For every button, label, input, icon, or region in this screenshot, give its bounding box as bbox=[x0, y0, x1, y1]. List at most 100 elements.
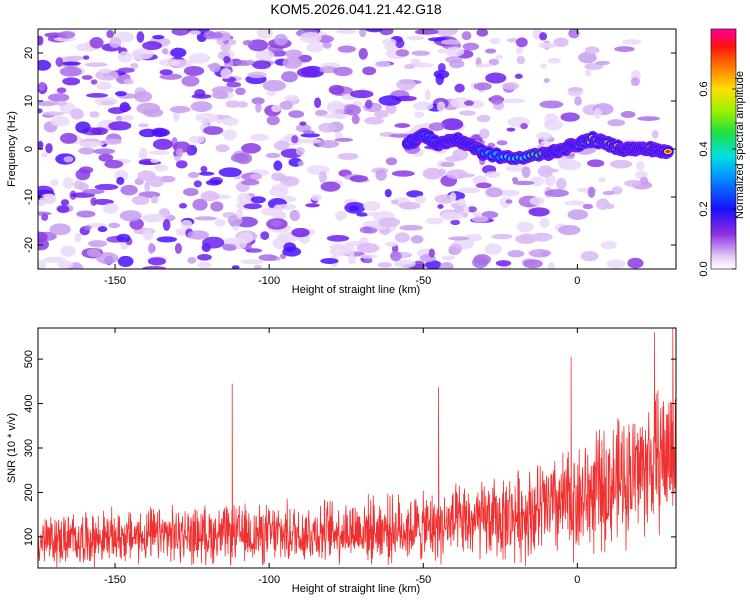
noise-blob bbox=[520, 123, 528, 130]
noise-blob bbox=[384, 43, 397, 51]
noise-blob bbox=[622, 39, 642, 45]
noise-blob bbox=[516, 55, 526, 65]
noise-blob bbox=[182, 187, 199, 197]
noise-blob bbox=[102, 203, 119, 214]
colorbar: 0.0 0.2 0.4 0.6 Normalized spectral amplitu… bbox=[698, 28, 746, 277]
noise-blob bbox=[574, 96, 582, 106]
noise-blob bbox=[464, 100, 474, 106]
noise-blob bbox=[489, 37, 501, 45]
noise-blob bbox=[281, 71, 298, 83]
noise-blob bbox=[547, 262, 555, 269]
noise-blob bbox=[434, 29, 458, 36]
noise-blob bbox=[399, 224, 423, 231]
noise-blob bbox=[436, 101, 446, 112]
noise-blob bbox=[593, 107, 602, 120]
noise-blob bbox=[414, 111, 425, 118]
noise-blob bbox=[178, 202, 188, 209]
noise-blob bbox=[82, 188, 105, 195]
noise-blob bbox=[422, 167, 443, 180]
noise-blob bbox=[144, 181, 151, 193]
noise-blob bbox=[226, 81, 242, 88]
noise-blob bbox=[544, 189, 569, 198]
noise-blob bbox=[159, 73, 183, 80]
noise-blob bbox=[620, 111, 636, 118]
noise-blob bbox=[391, 170, 415, 177]
noise-blob bbox=[154, 164, 169, 172]
noise-blob bbox=[116, 176, 125, 185]
noise-blob bbox=[302, 130, 315, 135]
noise-blob bbox=[307, 228, 316, 236]
noise-blob bbox=[411, 50, 431, 56]
noise-blob bbox=[152, 128, 170, 137]
noise-blob bbox=[279, 100, 293, 111]
noise-blob bbox=[568, 29, 580, 39]
noise-blob bbox=[273, 204, 283, 212]
noise-blob bbox=[59, 66, 82, 77]
noise-blob bbox=[476, 29, 489, 37]
noise-blob bbox=[514, 234, 537, 244]
noise-blob bbox=[476, 114, 491, 123]
noise-blob bbox=[202, 236, 225, 249]
noise-blob bbox=[109, 37, 122, 48]
noise-blob bbox=[446, 169, 468, 180]
noise-blob bbox=[467, 206, 477, 213]
noise-blob bbox=[81, 75, 93, 80]
snr-panel: -150 -100 -50 0 100 200 300 400 500 Height of s… bbox=[6, 327, 677, 595]
noise-blob bbox=[539, 100, 564, 109]
noise-blob bbox=[78, 147, 95, 155]
noise-blob bbox=[156, 236, 178, 243]
noise-blob bbox=[350, 89, 374, 99]
noise-blob bbox=[362, 66, 377, 76]
noise-blob bbox=[235, 87, 246, 96]
noise-blob bbox=[511, 177, 519, 183]
noise-blob bbox=[375, 61, 391, 68]
noise-blob bbox=[136, 31, 145, 43]
noise-blob bbox=[142, 265, 166, 269]
noise-blob bbox=[189, 135, 205, 144]
noise-blob bbox=[390, 199, 399, 205]
noise-blob bbox=[406, 35, 425, 41]
noise-blob bbox=[359, 226, 373, 234]
noise-blob bbox=[375, 169, 387, 181]
noise-blob bbox=[435, 72, 444, 85]
noise-blob bbox=[104, 159, 124, 169]
y-tick-label: 100 bbox=[23, 528, 35, 546]
noise-blob bbox=[441, 255, 456, 261]
noise-blob bbox=[543, 119, 563, 131]
noise-blob bbox=[203, 126, 224, 135]
noise-blob bbox=[582, 203, 593, 210]
snr-y-ticks: 100 200 300 400 500 bbox=[23, 350, 676, 546]
noise-blob bbox=[437, 48, 447, 54]
noise-blob bbox=[159, 69, 173, 76]
noise-blob bbox=[475, 63, 493, 68]
noise-blob bbox=[50, 179, 59, 187]
noise-blob bbox=[348, 254, 357, 265]
noise-blob bbox=[108, 121, 132, 131]
colorbar-tick-label: 0.4 bbox=[698, 141, 710, 156]
noise-blob bbox=[305, 203, 320, 208]
noise-blob bbox=[328, 84, 345, 95]
noise-blob bbox=[60, 132, 78, 144]
noise-blob bbox=[296, 67, 319, 78]
noise-blob bbox=[410, 235, 424, 244]
noise-blob bbox=[558, 225, 581, 236]
noise-blob bbox=[364, 116, 384, 125]
noise-blob bbox=[479, 128, 490, 139]
noise-blob bbox=[117, 51, 132, 63]
noise-blob bbox=[320, 181, 341, 192]
noise-blob bbox=[306, 42, 324, 53]
noise-blob bbox=[225, 100, 241, 108]
noise-blob bbox=[90, 79, 98, 85]
noise-blob bbox=[56, 205, 70, 213]
noise-blob bbox=[143, 108, 164, 118]
noise-blob bbox=[74, 232, 82, 243]
noise-blob bbox=[131, 48, 154, 60]
noise-blob bbox=[299, 121, 307, 126]
noise-blob bbox=[587, 186, 596, 198]
noise-blob bbox=[108, 222, 121, 229]
noise-blob bbox=[60, 245, 76, 257]
noise-blob bbox=[587, 159, 605, 168]
y-tick-label: 500 bbox=[23, 350, 35, 368]
noise-blob bbox=[310, 194, 322, 201]
noise-blob bbox=[266, 115, 280, 126]
